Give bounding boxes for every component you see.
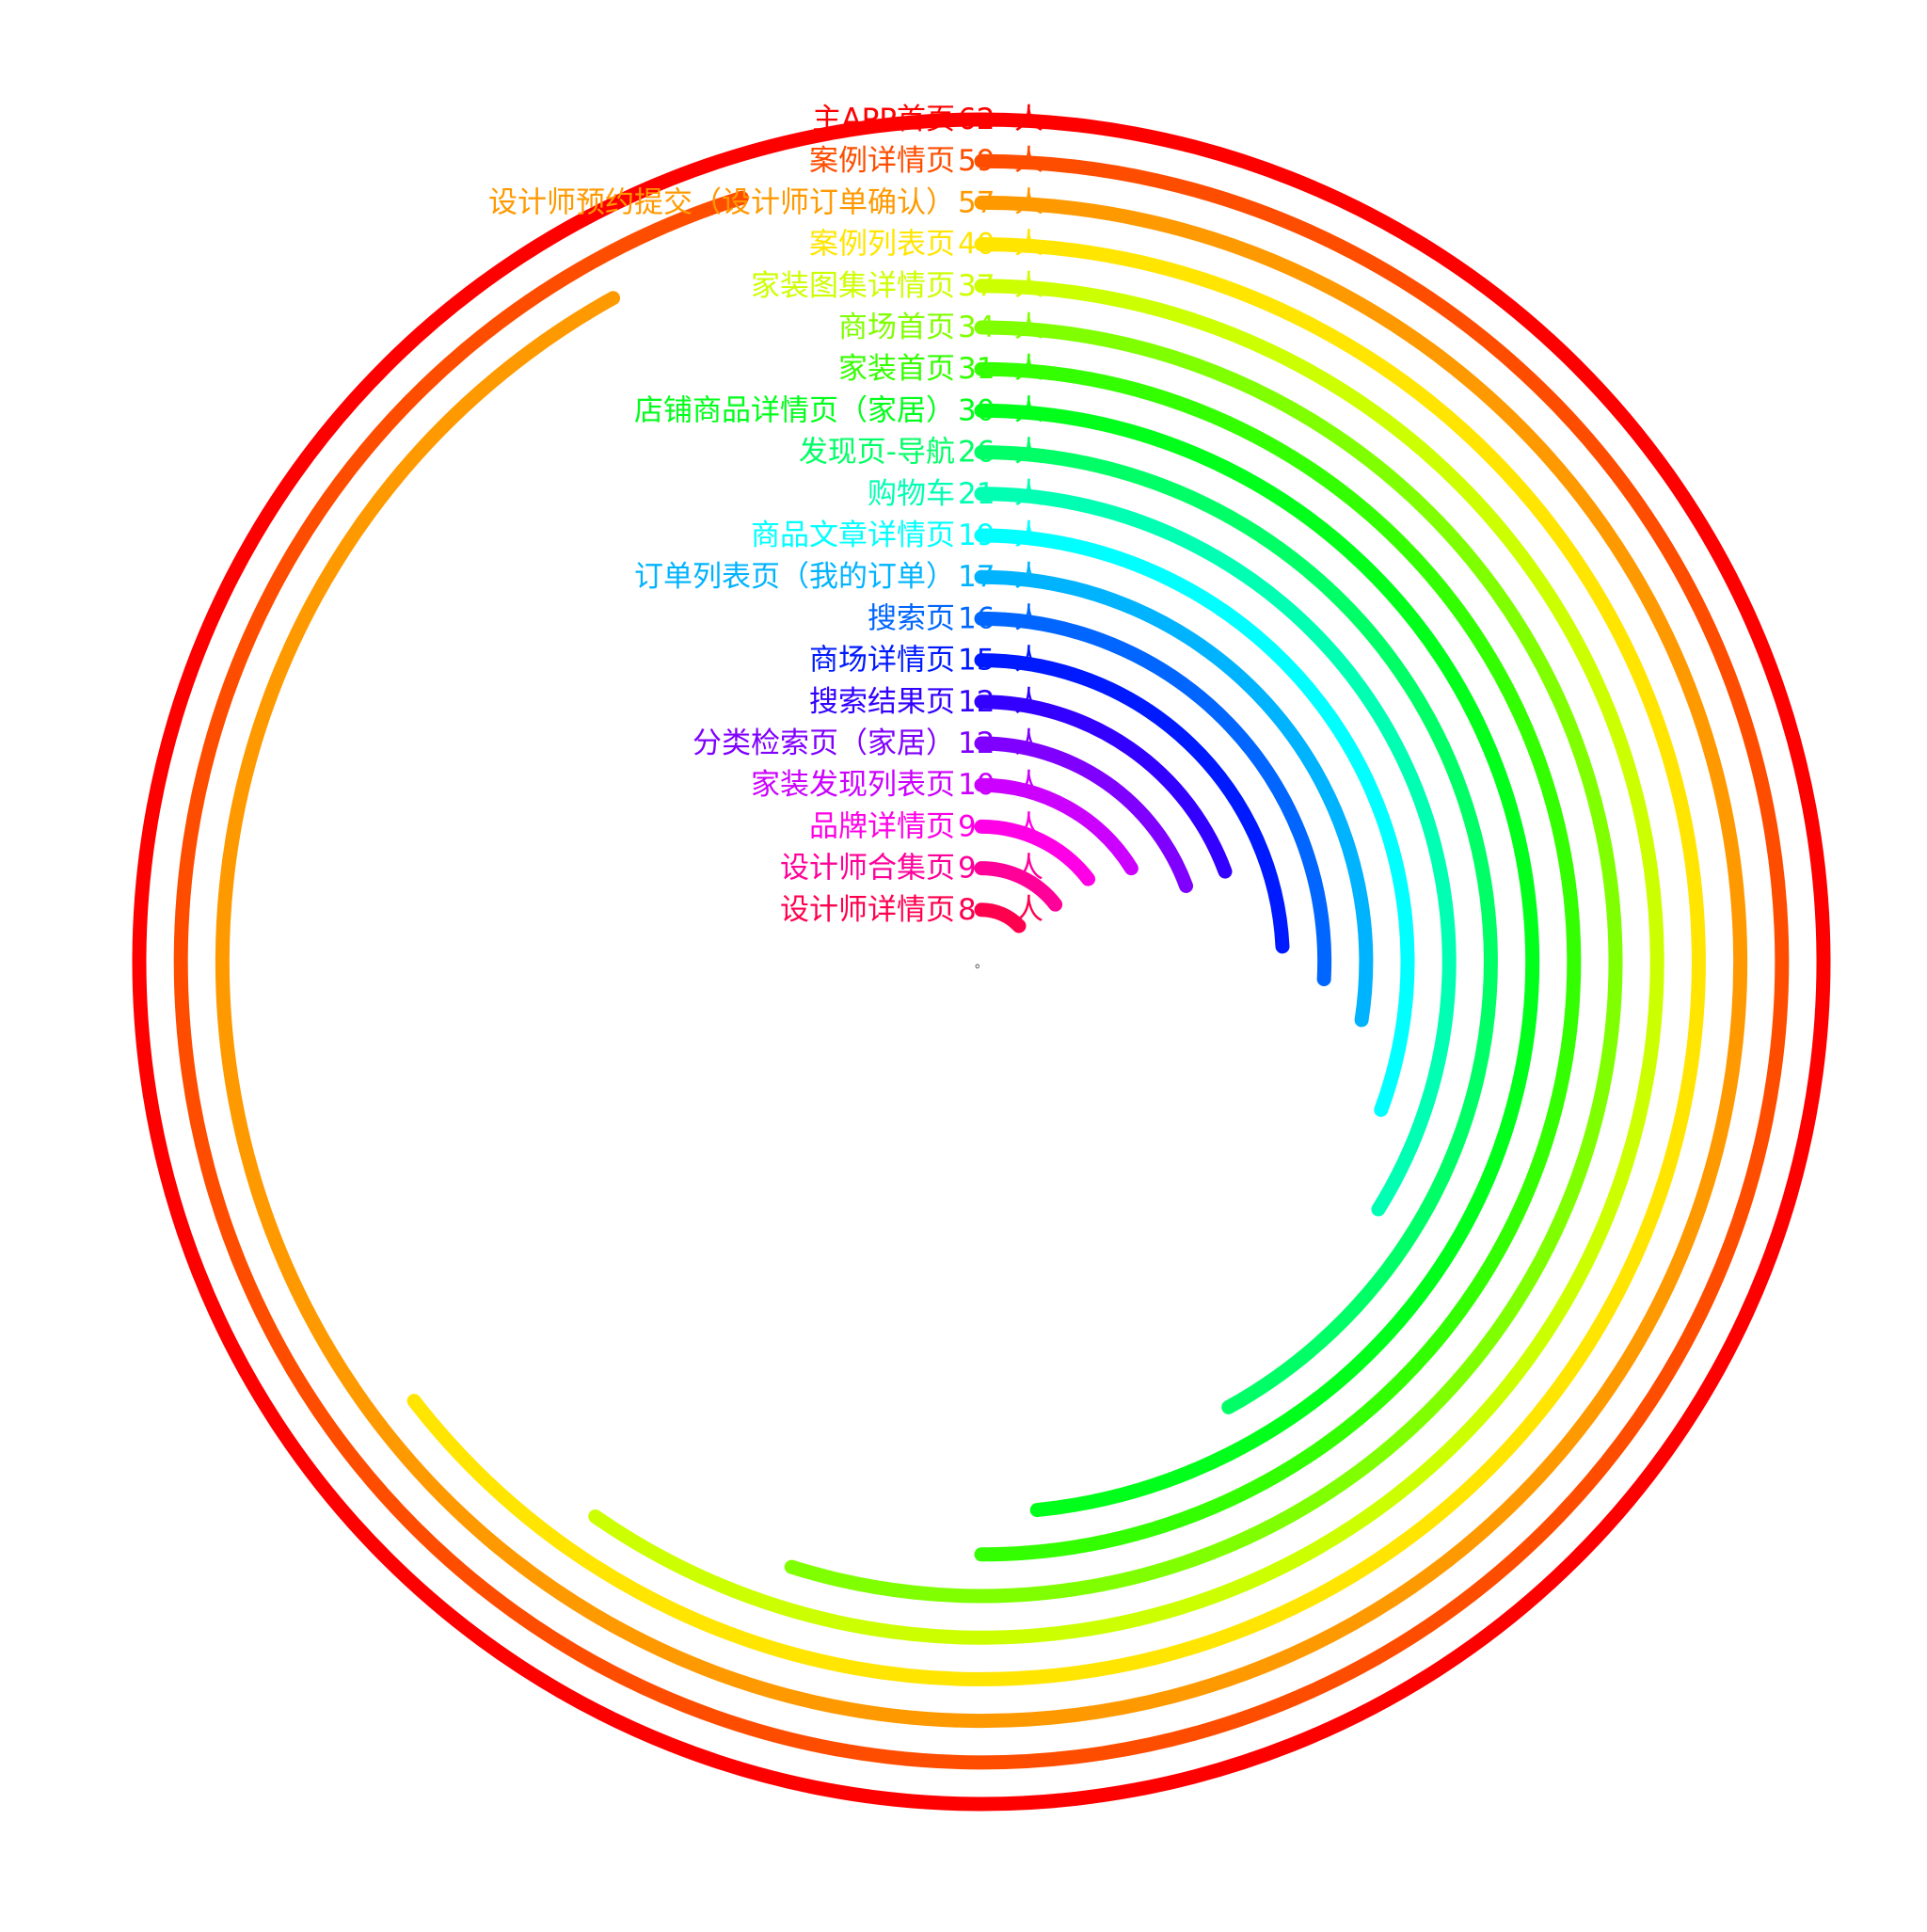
arc-17 <box>974 819 1096 886</box>
arc-12 <box>974 611 1332 986</box>
arc-18 <box>974 861 1063 912</box>
center-mark: 。 <box>975 956 988 971</box>
unit-label-18: 人 <box>1014 852 1043 886</box>
value-label-6: 31 <box>958 352 995 386</box>
category-label-0: 主APP首页 <box>812 103 955 136</box>
unit-label-13: 人 <box>1014 644 1043 678</box>
category-label-16: 家装发现列表页 <box>751 768 955 802</box>
category-label-4: 家装图集详情页 <box>751 269 955 303</box>
unit-label-14: 人 <box>1014 685 1043 719</box>
value-label-2: 57 <box>958 185 995 219</box>
category-label-15: 分类检索页（家居） <box>693 726 955 760</box>
category-label-17: 品牌详情页 <box>809 809 955 843</box>
unit-label-4: 人 <box>1014 269 1043 303</box>
value-label-10: 19 <box>958 519 995 552</box>
category-label-7: 店铺商品详情页（家居） <box>634 393 955 427</box>
category-label-18: 设计师合集页 <box>780 852 955 886</box>
category-label-2: 设计师预约提交（设计师订单确认） <box>488 185 955 219</box>
arc-14 <box>974 695 1233 879</box>
arc-7 <box>974 403 1540 1518</box>
arc-3 <box>406 237 1706 1686</box>
value-label-9: 21 <box>958 477 995 511</box>
unit-label-0: 人 <box>1014 103 1043 136</box>
value-label-1: 59 <box>958 144 995 178</box>
value-label-12: 16 <box>958 601 995 635</box>
value-label-0: 62 <box>958 103 995 136</box>
unit-label-12: 人 <box>1014 601 1043 635</box>
value-label-11: 17 <box>958 560 995 594</box>
category-label-11: 订单列表页（我的订单） <box>634 560 955 594</box>
arc-8 <box>974 445 1498 1414</box>
arc-9 <box>974 487 1457 1217</box>
arc-1 <box>173 153 1790 1770</box>
unit-label-8: 人 <box>1014 436 1043 470</box>
category-label-13: 商场详情页 <box>809 644 955 678</box>
value-label-3: 40 <box>958 228 995 262</box>
category-label-8: 发现页-导航 <box>799 436 955 470</box>
unit-label-9: 人 <box>1014 477 1043 511</box>
unit-label-17: 人 <box>1014 809 1043 843</box>
value-label-8: 26 <box>958 436 995 470</box>
category-label-1: 案例详情页 <box>809 144 955 178</box>
value-label-4: 37 <box>958 269 995 303</box>
arc-13 <box>974 653 1290 954</box>
category-label-5: 商场首页 <box>838 311 955 344</box>
category-label-6: 家装首页 <box>838 352 955 386</box>
arc-19 <box>974 902 1027 934</box>
value-label-15: 12 <box>958 726 995 760</box>
unit-label-10: 人 <box>1014 519 1043 552</box>
unit-label-6: 人 <box>1014 352 1043 386</box>
unit-label-3: 人 <box>1014 228 1043 262</box>
arc-6 <box>974 361 1582 1562</box>
category-label-12: 搜索页 <box>868 601 955 635</box>
arc-11 <box>974 569 1374 1028</box>
unit-label-2: 人 <box>1014 185 1043 219</box>
value-label-14: 12 <box>958 685 995 719</box>
value-label-13: 15 <box>958 644 995 678</box>
value-label-19: 8 <box>958 893 977 927</box>
unit-label-15: 人 <box>1014 726 1043 760</box>
unit-label-11: 人 <box>1014 560 1043 594</box>
value-label-7: 30 <box>958 393 995 427</box>
value-label-5: 34 <box>958 311 995 344</box>
category-label-19: 设计师详情页 <box>780 893 955 927</box>
unit-label-1: 人 <box>1014 144 1043 178</box>
category-label-3: 案例列表页 <box>809 228 955 262</box>
arc-4 <box>588 279 1664 1645</box>
unit-label-16: 人 <box>1014 768 1043 802</box>
arc-2 <box>215 195 1748 1729</box>
unit-label-19: 人 <box>1014 893 1043 927</box>
value-label-18: 9 <box>958 852 977 886</box>
value-label-16: 10 <box>958 768 995 802</box>
arc-5 <box>784 320 1623 1604</box>
arc-0 <box>132 112 1831 1812</box>
arcs-layer <box>132 112 1831 1812</box>
arc-15 <box>974 736 1194 893</box>
arc-16 <box>974 777 1139 876</box>
arc-10 <box>974 528 1415 1117</box>
category-label-9: 购物车 <box>868 477 955 511</box>
category-label-14: 搜索结果页 <box>809 685 955 719</box>
category-label-10: 商品文章详情页 <box>751 519 955 552</box>
value-label-17: 9 <box>958 809 977 843</box>
unit-label-5: 人 <box>1014 311 1043 344</box>
unit-label-7: 人 <box>1014 393 1043 427</box>
